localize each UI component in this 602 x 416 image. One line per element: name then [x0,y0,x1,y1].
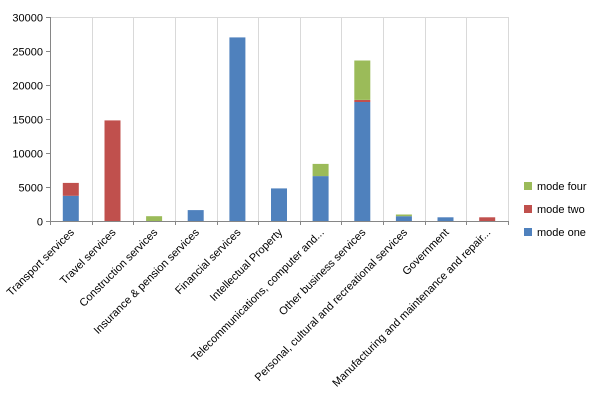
legend-swatch [524,182,532,190]
bar-mode-four-7 [354,60,371,100]
bar-mode-one-7 [354,102,371,221]
x-category-label: Manufacturing and maintenance and repair… [330,227,493,390]
bar-mode-one-3 [187,210,204,221]
bar-mode-one-8 [395,216,412,221]
bar-mode-one-9 [437,217,454,221]
y-tick-label: 10000 [12,149,43,161]
x-category-label: Construction services [77,226,160,309]
y-tick-label: 5000 [19,183,43,195]
bar-mode-two-10 [479,217,496,221]
bar-mode-two-0 [62,182,79,196]
x-category-label: Intellectual Property [208,226,286,304]
grid-layer [50,17,509,221]
bar-mode-one-0 [62,195,79,221]
bar-mode-four-6 [312,163,329,177]
y-tick-label: 30000 [12,13,43,25]
bar-mode-one-6 [312,176,329,221]
y-tick-label: 15000 [12,115,43,127]
legend-item-label: mode two [537,204,585,216]
y-tick-label: 20000 [12,81,43,93]
y-tick-label: 0 [37,217,43,229]
legend-swatch [524,205,532,213]
bar-mode-four-2 [146,216,163,221]
legend-item-label: mode four [537,181,587,193]
legend-swatch [524,228,532,236]
bar-mode-two-7 [354,100,371,102]
y-tick-label: 25000 [12,47,43,59]
bar-mode-two-1 [104,120,121,221]
x-category-label: Personal, cultural and recreational serv… [253,226,411,384]
bar-mode-one-4 [229,37,246,222]
bar-layer [62,37,496,222]
bar-mode-four-8 [395,214,412,217]
legend: mode four mode two mode one [524,181,587,239]
axis-layer [46,17,509,225]
bar-mode-one-5 [271,188,287,221]
x-category-label: Transport services [5,226,78,299]
legend-item-label: mode one [537,227,586,239]
